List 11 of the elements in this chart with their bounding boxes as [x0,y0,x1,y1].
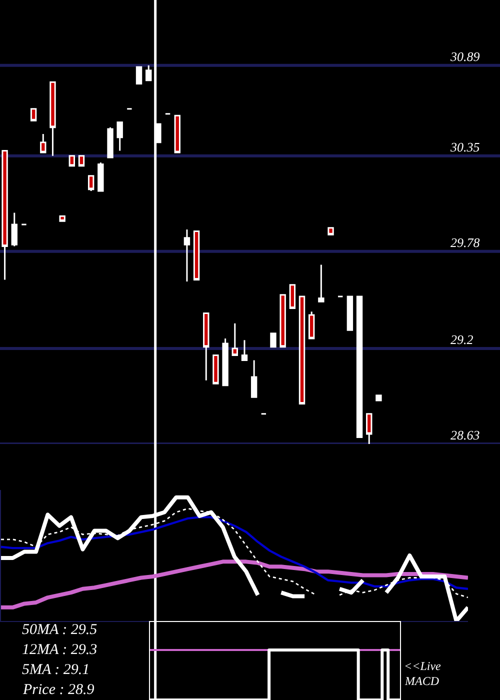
y-tick-label: 29.2 [450,332,474,347]
text: 50MA : 29.5 [22,622,98,638]
y-tick-label: 28.63 [450,427,480,442]
text: 12MA : 29.3 [22,642,98,658]
annotation: <<Live [404,659,442,673]
text: 5MA : 29.1 [22,662,90,678]
y-tick-label: 30.89 [450,48,480,64]
text: MACD [404,674,440,688]
text: Price : 28.9 [22,682,95,698]
y-tick-label: 29.78 [450,234,480,250]
y-tick-label: 30.35 [450,139,480,154]
